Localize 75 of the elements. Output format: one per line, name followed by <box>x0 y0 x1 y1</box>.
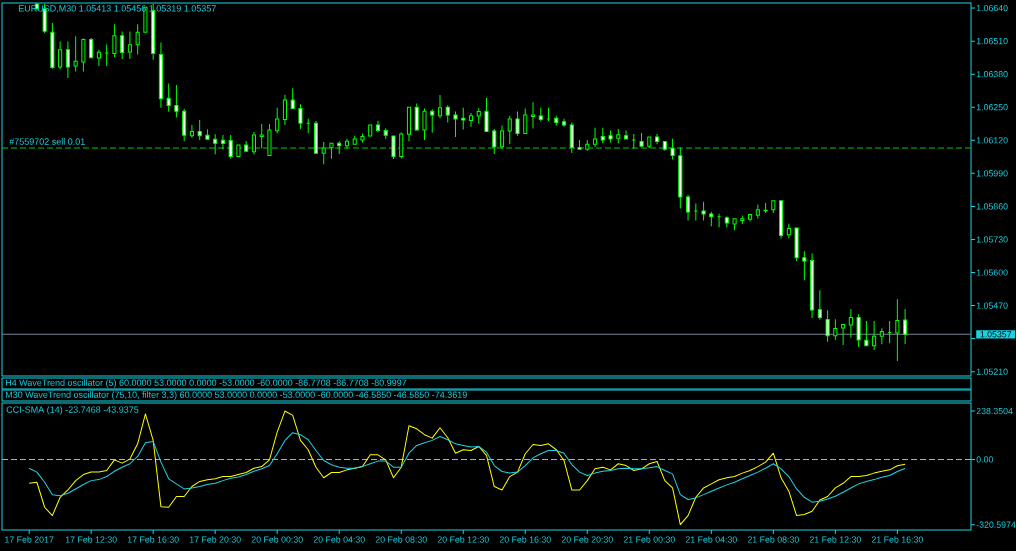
y-tick-label: 1.05860 <box>976 203 1008 210</box>
candlestick <box>655 133 660 145</box>
x-tick-label: 20 Feb 08:30 <box>375 536 427 543</box>
candlestick <box>65 40 70 79</box>
candlestick <box>763 202 768 214</box>
candlestick <box>530 101 536 130</box>
candlestick <box>833 318 838 341</box>
candlestick <box>158 41 163 109</box>
candlestick <box>872 320 877 351</box>
y-tick-label: 1.05210 <box>976 368 1008 375</box>
x-tick-label: 20 Feb 16:30 <box>499 536 551 543</box>
x-tick-label: 21 Feb 00:30 <box>623 536 675 543</box>
candlestick <box>50 22 55 69</box>
x-tick-label: 21 Feb 04:30 <box>685 536 737 543</box>
candlestick <box>127 30 132 60</box>
candlestick <box>678 146 683 209</box>
candlestick <box>903 308 908 345</box>
candlestick <box>561 118 567 128</box>
x-tick-label: 20 Feb 20:30 <box>561 536 613 543</box>
x-tick-label: 21 Feb 08:30 <box>747 536 799 543</box>
candlestick <box>810 252 815 319</box>
candlestick <box>220 134 225 150</box>
candlestick <box>251 131 256 156</box>
candlestick <box>592 127 598 148</box>
candlestick <box>135 23 140 56</box>
candlestick <box>337 140 342 155</box>
candlestick <box>120 30 125 60</box>
chart-title: CCI-SMA (14) -23.7468 -43.9375 <box>6 406 139 415</box>
y-tick-label: 1.05990 <box>976 170 1008 177</box>
x-tick-label: 17 Feb 20:30 <box>189 536 241 543</box>
candlestick <box>344 138 350 150</box>
candlestick <box>437 94 443 119</box>
ref-line-label: 1.05357 <box>980 331 1012 338</box>
candlestick <box>189 124 194 139</box>
x-tick-label: 21 Feb 12:30 <box>809 536 861 543</box>
x-tick-label: 20 Feb 00:30 <box>251 536 303 543</box>
y-tick-label: 0.00 <box>976 456 993 463</box>
y-tick-label: 1.05730 <box>976 236 1008 243</box>
candlestick <box>58 40 63 70</box>
candlestick <box>197 119 202 141</box>
x-tick-label: 17 Feb 16:30 <box>127 536 179 543</box>
candlestick <box>686 194 691 221</box>
y-tick-label: 1.06380 <box>976 71 1008 78</box>
candlestick <box>468 112 474 128</box>
y-tick-label: 1.06640 <box>976 4 1008 12</box>
candlestick <box>848 308 853 339</box>
candlestick <box>817 289 822 321</box>
candlestick <box>825 309 830 343</box>
x-tick-label: 21 Feb 16:30 <box>871 536 923 543</box>
candlestick <box>282 94 287 126</box>
candlestick <box>670 138 675 161</box>
y-tick-label: 1.05470 <box>976 302 1008 309</box>
y-tick-label: 1.06250 <box>976 104 1008 111</box>
x-tick-label: 17 Feb 2017 <box>5 536 54 543</box>
ref-line-label: #7559702 sell 0.01 <box>9 138 85 145</box>
x-tick-label: 17 Feb 12:30 <box>65 536 117 543</box>
y-tick-label: 1.05600 <box>976 269 1008 276</box>
candlestick <box>166 83 171 113</box>
x-tick-label: 20 Feb 12:30 <box>437 536 489 543</box>
y-tick-label: -320.5974 <box>976 521 1016 528</box>
candlestick <box>895 298 900 362</box>
candlestick <box>213 133 218 155</box>
line-series <box>28 432 906 503</box>
candlestick <box>96 49 101 67</box>
x-tick-label: 20 Feb 04:30 <box>313 536 365 543</box>
y-tick-label: 1.06510 <box>976 38 1008 45</box>
candlestick <box>259 123 264 149</box>
candlestick <box>375 120 381 133</box>
y-tick-label: 1.06120 <box>976 137 1008 144</box>
candlestick <box>879 327 884 345</box>
y-tick-label: 238.3504 <box>976 407 1013 415</box>
candlestick <box>499 125 505 150</box>
text: H4 WaveTrend oscillator (5) 60.0000 53.0000 0.0000 -53.0000 -60.0000 -86.7708 -86.7708 -80.9997 <box>5 379 407 388</box>
candlestick <box>461 107 466 131</box>
text: M30 WaveTrend oscillator (75,10, filter 3,3) 60.0000 53.0000 0.0000 -53.0000 -60.0000 -46.5850 -46.5850 -74.3619 <box>5 391 467 400</box>
